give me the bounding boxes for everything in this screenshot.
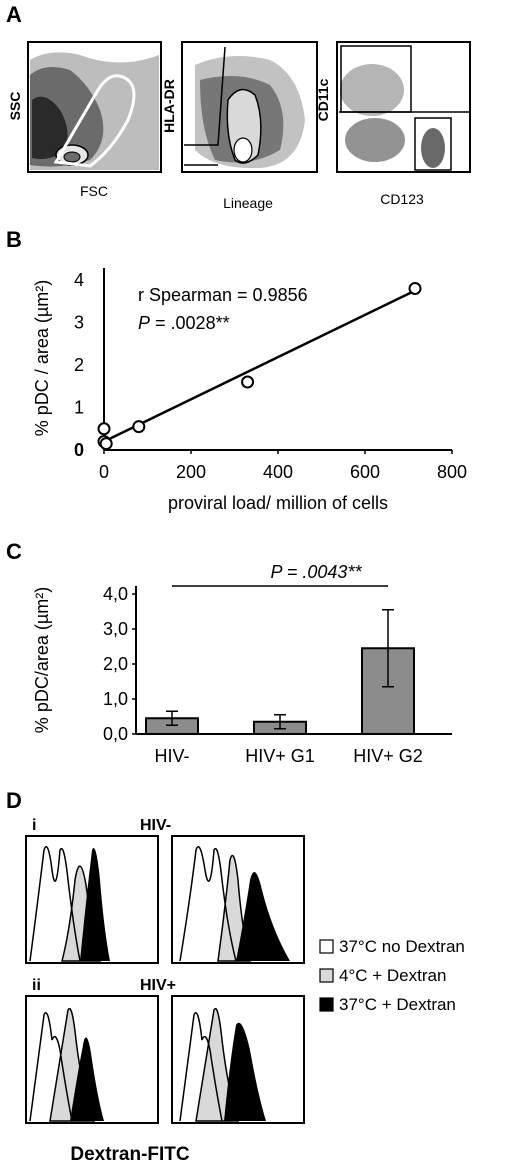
scatter-point [408, 282, 422, 295]
x-axis-title: proviral load/ million of cells [168, 493, 388, 513]
x-tick-label: 600 [350, 462, 380, 482]
y-tick-label: 4 [74, 270, 84, 290]
y-tick-labels: 0 1 2 3 4 [74, 270, 84, 460]
histogram-hiv-neg-1 [25, 835, 159, 964]
scatter-point [132, 420, 146, 434]
y-tick-label: 4,0 [103, 584, 128, 604]
flow-x-label: FSC [80, 183, 108, 199]
x-tick-label: 800 [437, 462, 467, 482]
flow-plot-hladr-lineage: HLA-DR Lineage [161, 41, 318, 211]
row-label-i: i [32, 817, 36, 834]
y-tick-label: 2,0 [103, 654, 128, 674]
x-tick-label: 200 [176, 462, 206, 482]
flow-plot-cd11c-cd123: CD11c CD123 [315, 41, 471, 207]
gate [53, 74, 136, 168]
panel-letter-b: B [6, 227, 22, 252]
flow-plot-ssc-fsc: SSC FSC [7, 41, 162, 199]
data-points [97, 282, 422, 451]
row-label-ii: ii [32, 977, 41, 994]
spearman-label: r Spearman = 0.9856 [138, 285, 308, 305]
flow-y-label: HLA-DR [161, 79, 177, 133]
flow-y-label: SSC [7, 92, 23, 121]
category-labels: HIV- HIV+ G1 HIV+ G2 [154, 746, 422, 766]
panel-letter-a: A [6, 2, 22, 27]
flow-y-label: CD11c [315, 78, 331, 121]
legend-swatch [319, 968, 334, 983]
category-label: HIV- [154, 746, 189, 766]
histogram-37c-no-dextran [29, 846, 81, 962]
density-contour [233, 137, 253, 163]
gate [184, 46, 226, 146]
y-tick-label: 0,0 [103, 724, 128, 744]
p-value-label: P = .0028** [138, 313, 230, 333]
y-tick-label: 0 [74, 440, 84, 460]
histogram-37c-no-dextran [179, 846, 237, 962]
row-title-hiv-negative: HIV- [140, 817, 171, 834]
density-region [421, 128, 445, 168]
legend-label: 4°C + Dextran [339, 966, 446, 985]
histogram-hiv-pos-1 [25, 995, 159, 1124]
x-tick-label: 0 [99, 462, 109, 482]
scatter-point [241, 375, 255, 389]
y-tick-labels: 0,0 1,0 2,0 3,0 4,0 [103, 584, 136, 744]
histogram-37c-dextran [224, 1022, 266, 1121]
legend-swatch [319, 997, 334, 1012]
flow-x-label: Lineage [223, 195, 273, 211]
y-tick-label: 2 [74, 355, 84, 375]
histogram-37c-dextran [70, 1037, 104, 1121]
y-tick-label: 1 [74, 398, 84, 418]
panel-letter-d: D [6, 788, 22, 813]
legend-label: 37°C no Dextran [339, 937, 465, 956]
y-tick-label: 3 [74, 313, 84, 333]
gate [414, 117, 452, 171]
x-tick-labels: 0 200 400 600 800 [99, 450, 467, 482]
bars [145, 609, 415, 735]
panel-letter-c: C [6, 539, 22, 564]
histogram-37c-no-dextran [179, 1012, 223, 1122]
density-contour [63, 151, 81, 163]
flow-x-label: CD123 [380, 191, 424, 207]
p-symbol: P [138, 313, 150, 333]
density-region [32, 96, 68, 159]
scatter-point [99, 437, 113, 451]
legend: 37°C no Dextran 4°C + Dextran 37°C + Dextr… [319, 937, 465, 1014]
scatter-point [97, 422, 111, 436]
histogram-37c-no-dextran [29, 1012, 73, 1122]
x-tick-label: 400 [263, 462, 293, 482]
category-label: HIV+ G2 [353, 746, 423, 766]
significance-label: P = .0043** [271, 562, 363, 582]
row-title-hiv-positive: HIV+ [140, 977, 176, 994]
y-axis-title: % pDC/area (µm²) [32, 587, 52, 733]
density-region [345, 118, 405, 162]
regression-line [103, 289, 416, 443]
y-axis-title: % pDC / area (µm²) [32, 280, 52, 436]
histogram-x-label: Dextran-FITC [70, 1144, 190, 1165]
legend-label: 37°C + Dextran [339, 995, 456, 1014]
bar-chart: 0,0 1,0 2,0 3,0 4,0 HIV- HIV+ G1 HIV+ G2 P = .… [32, 562, 452, 766]
density-region [340, 64, 404, 116]
histogram-hiv-neg-2 [171, 835, 305, 964]
y-tick-label: 3,0 [103, 619, 128, 639]
p-value: = .0028** [150, 313, 230, 333]
histogram-hiv-pos-2 [171, 995, 305, 1124]
histogram-37c-dextran [80, 848, 110, 961]
histogram-37c-dextran [236, 872, 290, 961]
category-label: HIV+ G1 [245, 746, 315, 766]
legend-swatch [319, 939, 334, 954]
y-tick-label: 1,0 [103, 689, 128, 709]
